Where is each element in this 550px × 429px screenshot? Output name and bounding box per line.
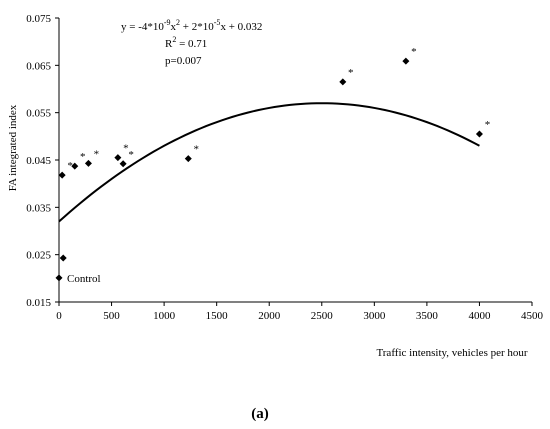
- data-point-marker: [55, 274, 63, 282]
- y-tick-label: 0.015: [26, 297, 51, 309]
- panel-caption: (a): [251, 406, 269, 422]
- x-tick-label: 2500: [311, 310, 334, 322]
- x-tick-label: 1000: [153, 310, 176, 322]
- x-tick-label: 1500: [206, 310, 229, 322]
- significance-star: *: [80, 151, 86, 163]
- significance-star: *: [94, 148, 100, 160]
- y-tick-label: 0.035: [26, 202, 51, 214]
- x-axis-ticks: 0 500 1000 1500 2000 2500 3000 3500 4000 4500: [56, 302, 544, 322]
- equation-line-1: y = -4*10-9x2 + 2*10-5x + 0.032: [121, 18, 262, 33]
- y-axis-title: FA integrated index: [7, 104, 19, 191]
- significance-star: *: [128, 149, 134, 161]
- data-point-marker: [184, 155, 192, 163]
- x-tick-label: 0: [56, 310, 62, 322]
- y-tick-label: 0.075: [26, 13, 51, 25]
- x-tick-label: 2000: [258, 310, 281, 322]
- y-tick-label: 0.065: [26, 60, 51, 72]
- equation-line-2: R2 = 0.71: [165, 35, 207, 50]
- data-points: Control** * ** ****: [55, 46, 491, 285]
- significance-star: *: [348, 67, 354, 79]
- significance-star: *: [485, 119, 491, 131]
- y-tick-label: 0.055: [26, 108, 51, 120]
- x-tick-label: 4000: [468, 310, 491, 322]
- data-point-marker: [119, 160, 127, 168]
- y-tick-label: 0.025: [26, 250, 51, 262]
- data-point-marker: [402, 57, 410, 65]
- x-tick-label: 4500: [521, 310, 544, 322]
- significance-star: *: [194, 144, 200, 156]
- data-point-marker: [114, 154, 122, 162]
- data-point-marker: [339, 78, 347, 86]
- data-point-label: Control: [67, 273, 101, 285]
- x-tick-label: 500: [103, 310, 120, 322]
- data-point-marker: [475, 130, 483, 138]
- significance-star: *: [411, 46, 417, 58]
- data-point-marker: [58, 171, 66, 179]
- significance-star: *: [123, 143, 129, 155]
- data-point-marker: [59, 254, 67, 262]
- trendline: [58, 102, 480, 223]
- equation-line-3: p=0.007: [165, 55, 202, 67]
- x-tick-label: 3000: [363, 310, 386, 322]
- significance-star: *: [67, 160, 73, 172]
- y-axis-ticks: 0.015 0.025 0.035 0.045 0.055 0.065 0.075: [26, 13, 59, 309]
- data-point-marker: [71, 162, 79, 170]
- y-tick-label: 0.045: [26, 155, 51, 167]
- data-point-marker: [84, 159, 92, 167]
- x-tick-label: 3500: [416, 310, 439, 322]
- x-axis-title: Traffic intensity, vehicles per hour: [376, 347, 527, 359]
